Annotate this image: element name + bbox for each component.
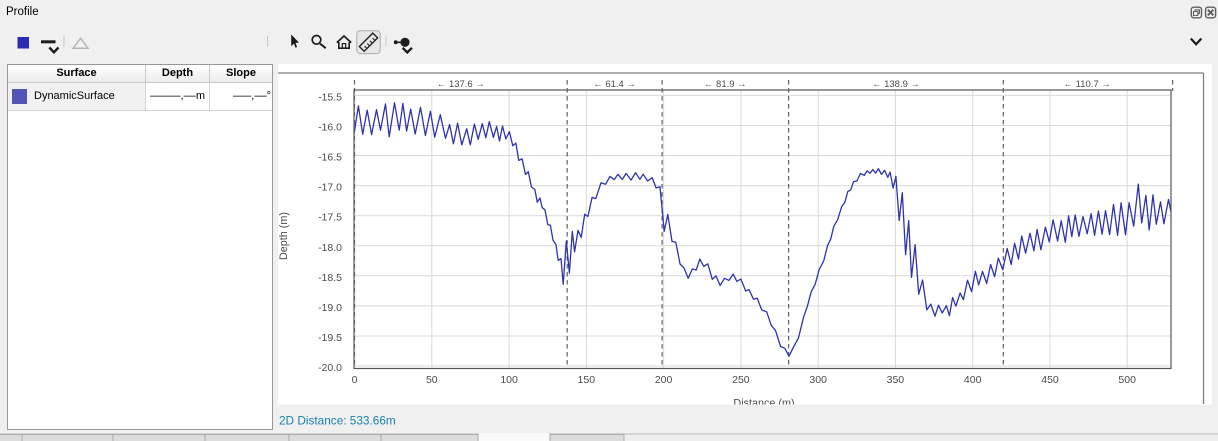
svg-text:-16.5: -16.5 xyxy=(318,152,342,164)
svg-text:350: 350 xyxy=(887,374,905,386)
svg-text:← 81.9 →: ← 81.9 → xyxy=(704,79,747,90)
svg-text:-19.0: -19.0 xyxy=(318,302,342,314)
svg-text:-18.0: -18.0 xyxy=(318,242,342,254)
svg-text:← 137.6 →: ← 137.6 → xyxy=(437,79,485,90)
svg-text:-17.5: -17.5 xyxy=(318,212,342,224)
svg-text:-15.5: -15.5 xyxy=(318,91,342,103)
svg-text:450: 450 xyxy=(1041,374,1059,386)
svg-text:100: 100 xyxy=(500,374,518,386)
svg-text:-20.0: -20.0 xyxy=(318,362,342,374)
svg-text:500: 500 xyxy=(1118,374,1136,386)
svg-text:2D Distance: 533.66m: 2D Distance: 533.66m xyxy=(279,414,396,428)
svg-text:250: 250 xyxy=(732,374,750,386)
svg-text:← 138.9 →: ← 138.9 → xyxy=(872,79,920,90)
svg-text:← 61.4 →: ← 61.4 → xyxy=(593,79,636,90)
svg-text:150: 150 xyxy=(578,374,596,386)
svg-text:-19.5: -19.5 xyxy=(318,332,342,344)
svg-text:-17.0: -17.0 xyxy=(318,182,342,194)
svg-text:-18.5: -18.5 xyxy=(318,272,342,284)
svg-text:400: 400 xyxy=(964,374,982,386)
svg-text:0: 0 xyxy=(352,374,358,386)
svg-text:200: 200 xyxy=(655,374,673,386)
svg-text:50: 50 xyxy=(426,374,438,386)
svg-text:← 110.7 →: ← 110.7 → xyxy=(1064,79,1111,90)
svg-text:-16.0: -16.0 xyxy=(318,122,342,134)
svg-text:Depth (m): Depth (m) xyxy=(278,212,290,260)
svg-text:300: 300 xyxy=(809,374,827,386)
